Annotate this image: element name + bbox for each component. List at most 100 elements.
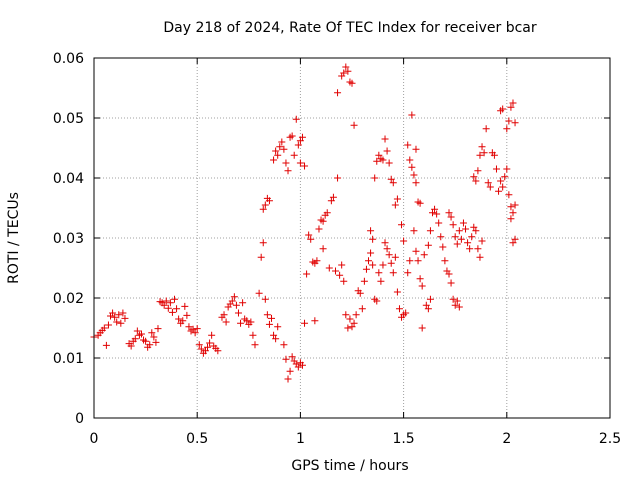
data-point bbox=[115, 311, 123, 319]
data-point bbox=[344, 324, 352, 332]
data-point bbox=[476, 253, 484, 261]
data-point bbox=[247, 318, 255, 326]
data-point bbox=[154, 325, 162, 333]
data-point bbox=[453, 297, 461, 305]
data-point bbox=[298, 133, 306, 141]
data-point bbox=[100, 324, 108, 332]
data-point bbox=[420, 251, 428, 259]
data-point bbox=[408, 111, 416, 119]
data-point bbox=[375, 269, 383, 277]
data-point bbox=[373, 157, 381, 165]
data-point bbox=[334, 89, 342, 97]
data-point bbox=[435, 219, 443, 227]
y-tick-label: 0.02 bbox=[53, 291, 84, 307]
data-point bbox=[181, 302, 189, 310]
data-point bbox=[486, 183, 494, 191]
data-point bbox=[270, 156, 278, 164]
data-point bbox=[505, 191, 513, 199]
data-point bbox=[338, 261, 346, 269]
data-point bbox=[274, 151, 282, 159]
data-point bbox=[137, 330, 145, 338]
data-point bbox=[183, 311, 191, 319]
y-axis-label: ROTI / TECUs bbox=[6, 192, 22, 284]
data-point bbox=[265, 197, 273, 205]
data-point bbox=[282, 159, 290, 167]
data-point bbox=[381, 135, 389, 143]
data-point bbox=[365, 257, 373, 265]
x-tick-label: 1 bbox=[296, 431, 305, 447]
y-tick-label: 0.01 bbox=[53, 351, 84, 367]
data-point bbox=[272, 147, 280, 155]
data-point bbox=[117, 319, 125, 327]
data-point bbox=[470, 223, 478, 231]
data-point bbox=[385, 159, 393, 167]
data-point bbox=[459, 219, 467, 227]
data-point bbox=[346, 315, 354, 323]
data-point bbox=[259, 239, 267, 247]
data-point bbox=[422, 301, 430, 309]
data-point bbox=[121, 314, 129, 322]
data-point bbox=[387, 259, 395, 267]
data-point bbox=[263, 311, 271, 319]
data-point bbox=[340, 277, 348, 285]
data-point bbox=[193, 325, 201, 333]
data-point bbox=[323, 209, 331, 217]
axis-ticks: 0 0.5 1 1.5 2 2.5 0 0.01 0.02 0.03 0.04 0.05 0.06 bbox=[53, 51, 621, 447]
data-point bbox=[259, 205, 267, 213]
data-point bbox=[400, 237, 408, 245]
data-point bbox=[462, 225, 470, 233]
data-point bbox=[373, 297, 381, 305]
data-point bbox=[249, 331, 257, 339]
y-tick-label: 0 bbox=[75, 411, 84, 427]
data-point bbox=[222, 318, 230, 326]
data-point bbox=[284, 375, 292, 383]
y-tick-label: 0.04 bbox=[53, 171, 84, 187]
data-point bbox=[509, 209, 517, 217]
data-point bbox=[148, 329, 156, 337]
data-point bbox=[206, 339, 214, 347]
x-tick-label: 2 bbox=[502, 431, 511, 447]
data-point bbox=[109, 309, 117, 317]
data-point bbox=[362, 265, 370, 273]
data-point bbox=[348, 79, 356, 87]
data-point bbox=[311, 317, 319, 325]
data-point bbox=[437, 233, 445, 241]
data-point bbox=[232, 301, 240, 309]
data-point bbox=[344, 67, 352, 75]
data-point bbox=[509, 239, 517, 247]
data-point bbox=[507, 215, 515, 223]
data-point bbox=[331, 267, 339, 275]
data-point bbox=[296, 159, 304, 167]
data-point bbox=[162, 297, 170, 305]
data-point bbox=[476, 151, 484, 159]
data-point bbox=[342, 311, 350, 319]
data-point bbox=[499, 183, 507, 191]
data-point bbox=[220, 311, 228, 319]
data-point bbox=[455, 303, 463, 311]
x-tick-label: 0.5 bbox=[186, 431, 208, 447]
data-point bbox=[404, 141, 412, 149]
data-point bbox=[492, 165, 500, 173]
data-point bbox=[142, 337, 150, 345]
data-point bbox=[197, 345, 205, 353]
data-point bbox=[472, 177, 480, 185]
data-point bbox=[451, 233, 459, 241]
data-point bbox=[195, 341, 203, 349]
data-point bbox=[280, 341, 288, 349]
data-point bbox=[472, 227, 480, 235]
data-point bbox=[265, 320, 273, 328]
data-point bbox=[191, 329, 199, 337]
x-tick-label: 1.5 bbox=[392, 431, 414, 447]
data-point bbox=[111, 313, 119, 321]
data-point bbox=[179, 317, 187, 325]
data-point bbox=[511, 119, 519, 127]
data-point bbox=[131, 335, 139, 343]
data-point bbox=[449, 221, 457, 229]
data-point bbox=[170, 295, 178, 303]
data-point bbox=[395, 305, 403, 313]
data-point bbox=[369, 261, 377, 269]
x-axis-label: GPS time / hours bbox=[291, 458, 408, 474]
data-point bbox=[251, 341, 259, 349]
data-point bbox=[377, 277, 385, 285]
data-point bbox=[416, 199, 424, 207]
